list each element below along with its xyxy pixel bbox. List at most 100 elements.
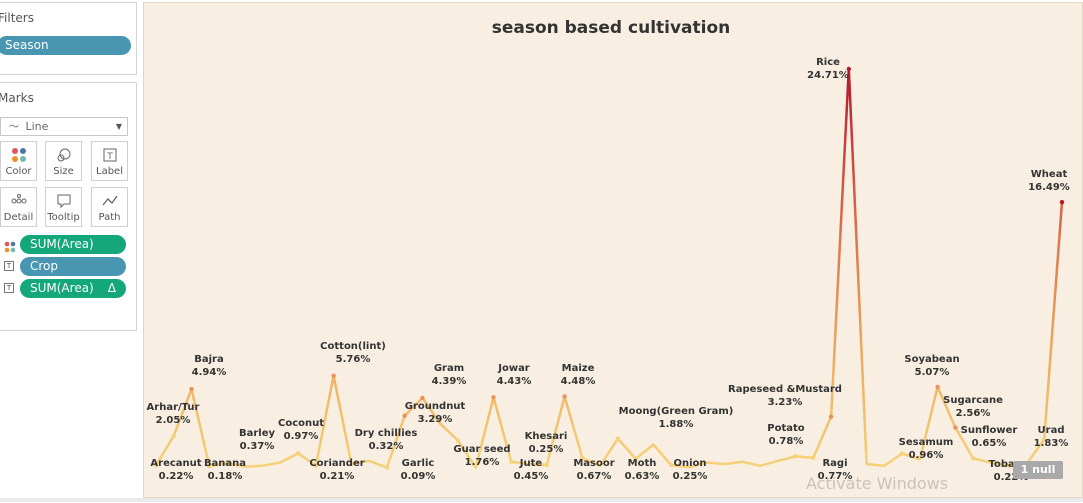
value-label: 0.18% <box>208 471 243 482</box>
crop-label: Rapeseed &Mustard <box>728 384 842 395</box>
crop-label: Banana <box>204 458 246 469</box>
mark-type-dropdown[interactable]: 〜 Line ▼ <box>0 117 128 136</box>
data-point[interactable] <box>846 66 852 72</box>
crop-label: Jute <box>519 458 543 469</box>
data-point[interactable] <box>828 414 834 419</box>
data-point[interactable] <box>580 455 585 461</box>
crop-label: Moth <box>628 458 657 469</box>
value-label: 0.78% <box>769 436 804 447</box>
data-point[interactable] <box>295 451 301 456</box>
data-point[interactable] <box>633 456 638 462</box>
crop-label: Cotton(lint) <box>320 341 386 352</box>
shelf-row-color-sum-area[interactable]: SUM(Area) <box>1 235 131 254</box>
data-point[interactable] <box>207 463 212 469</box>
value-label: 5.07% <box>915 367 950 378</box>
label-card[interactable]: T Label <box>91 141 128 181</box>
data-point[interactable] <box>811 455 816 460</box>
data-point[interactable] <box>491 395 496 400</box>
crop-label: Sunflower <box>961 425 1018 436</box>
detail-card[interactable]: Detail <box>0 187 37 227</box>
value-label: 1.88% <box>659 419 694 430</box>
windows-watermark: Activate Windows <box>806 474 949 493</box>
data-point[interactable] <box>331 373 336 378</box>
chevron-down-icon: ▼ <box>115 122 122 131</box>
label-card-label: Label <box>96 166 123 177</box>
data-point[interactable] <box>1059 199 1065 205</box>
data-point[interactable] <box>793 454 798 459</box>
crop-label: Masoor <box>573 458 614 469</box>
marks-title: Marks <box>0 91 34 105</box>
data-point[interactable] <box>970 456 976 461</box>
data-point[interactable] <box>224 460 230 466</box>
data-point[interactable] <box>402 413 407 418</box>
null-indicator[interactable]: 1 null <box>1013 461 1063 479</box>
crop-label: Arhar/Tur <box>147 402 200 413</box>
data-point[interactable] <box>953 425 958 430</box>
value-label: 0.37% <box>240 441 275 452</box>
value-label: 3.29% <box>418 414 453 425</box>
data-point[interactable] <box>1042 437 1047 442</box>
value-label: 0.32% <box>369 441 404 452</box>
crop-label: Tobacco <box>989 459 1034 470</box>
color-dots-icon <box>4 238 16 257</box>
tooltip-icon <box>46 193 81 209</box>
value-label: 0.97% <box>284 431 319 442</box>
data-point[interactable] <box>153 463 159 468</box>
crop-label-pill[interactable]: Crop <box>20 257 126 276</box>
crop-label: Moong(Green Gram) <box>619 406 734 417</box>
size-card[interactable]: Size <box>45 141 82 181</box>
crop-label: Garlic <box>402 458 435 469</box>
chart-area: season based cultivation Arecanut 0.22% Ar… <box>143 2 1083 498</box>
crop-label: Jowar <box>497 363 530 374</box>
data-point[interactable] <box>899 451 905 456</box>
sum-area-label-pill[interactable]: SUM(Area) Δ <box>20 279 126 298</box>
crop-label: Coriander <box>309 458 364 469</box>
data-point[interactable] <box>349 461 354 467</box>
crop-label: Arecanut <box>150 458 201 469</box>
data-point[interactable] <box>171 433 176 439</box>
value-label: 4.94% <box>192 367 227 378</box>
crop-label: Coconut <box>278 418 324 429</box>
sum-area-color-pill[interactable]: SUM(Area) <box>20 235 126 254</box>
crop-label: Sesamum <box>899 437 954 448</box>
data-point[interactable] <box>562 394 567 399</box>
area-series-line <box>154 67 1064 469</box>
value-label: 0.65% <box>972 438 1007 449</box>
data-point[interactable] <box>544 462 550 468</box>
detail-icon <box>1 193 36 209</box>
data-point[interactable] <box>935 384 940 390</box>
value-label: 0.22% <box>994 472 1029 483</box>
text-icon: T <box>4 261 14 271</box>
bottom-scroll-track <box>0 498 1083 502</box>
path-card[interactable]: Path <box>91 187 128 227</box>
data-point[interactable] <box>668 462 674 468</box>
chart-title: season based cultivation <box>492 18 731 38</box>
shelf-row-label-crop[interactable]: T Crop <box>1 257 131 276</box>
data-point[interactable] <box>313 463 319 468</box>
value-label: 1.83% <box>1034 438 1069 449</box>
svg-text:T: T <box>106 152 113 162</box>
data-point[interactable] <box>420 395 425 401</box>
value-label: 2.05% <box>156 415 191 426</box>
crop-label: Urad <box>1038 425 1065 436</box>
crop-label: Khesari <box>525 431 568 442</box>
value-label: 0.63% <box>625 471 660 482</box>
line-mark-icon: 〜 <box>9 122 19 133</box>
path-card-label: Path <box>98 212 121 223</box>
data-point[interactable] <box>189 386 194 392</box>
crop-label: Gram <box>434 363 464 374</box>
value-label: 0.67% <box>577 471 612 482</box>
data-point[interactable] <box>615 436 621 441</box>
shelf-row-label-sum-area[interactable]: T SUM(Area) Δ <box>1 279 131 298</box>
data-point[interactable] <box>509 459 514 464</box>
tooltip-card-label: Tooltip <box>47 212 80 223</box>
color-card[interactable]: Color <box>0 141 37 181</box>
data-point[interactable] <box>1006 463 1011 468</box>
data-point[interactable] <box>455 438 461 443</box>
tooltip-card[interactable]: Tooltip <box>45 187 82 227</box>
detail-card-label: Detail <box>3 212 34 223</box>
data-point[interactable] <box>384 465 390 470</box>
label-icon: T <box>92 147 127 163</box>
value-label: 0.21% <box>320 471 355 482</box>
season-filter-pill[interactable]: Season <box>0 36 131 55</box>
